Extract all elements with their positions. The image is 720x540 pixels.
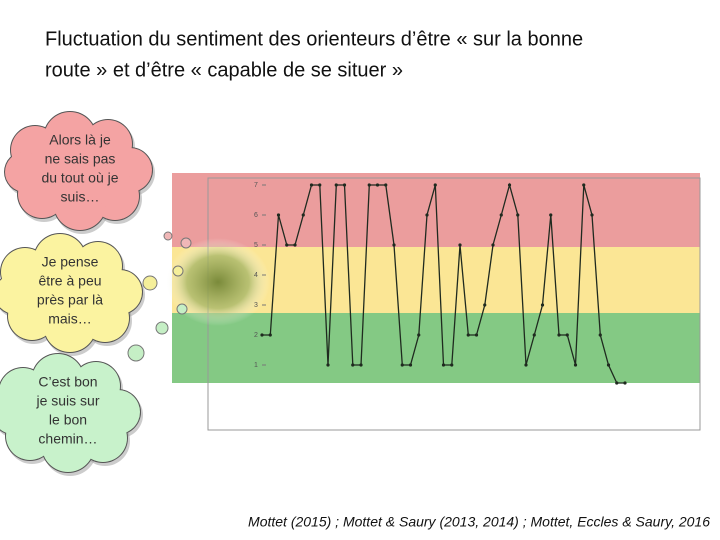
y-tick-label: 1 [254,362,258,369]
cloud-fill [0,274,35,314]
point [359,363,363,367]
point [450,363,454,367]
point [384,183,388,187]
point [441,363,446,367]
point [367,183,371,187]
point [540,303,545,307]
point [516,213,520,217]
bubble-text: le bon [49,412,87,428]
point [623,381,627,385]
bubble-text: C’est bon [38,374,97,390]
point [507,183,512,187]
point [532,333,536,337]
bubble-text: je suis sur [35,393,99,409]
dot [155,321,169,335]
green-band [172,313,700,383]
thought-bubble: Alors là je ne sais pas du tout où je suis… [4,111,155,234]
photo [166,238,270,326]
bubble-text: être à peu [38,273,101,289]
y-tick-label: 7 [254,182,258,189]
bubble-text: Je pense [42,254,99,270]
citation: Mottet (2015) ; Mottet & Saury (2013, 20… [248,514,710,530]
dot [142,275,158,291]
point [276,213,281,217]
title-line: Fluctuation du sentiment des orienteurs … [45,28,583,50]
y-tick-label: 6 [254,212,258,219]
point [565,333,569,337]
thought-bubble: C’est bon je suis sur le bon chemin… [0,353,143,476]
point [268,333,272,337]
dot [172,265,184,277]
point [285,243,289,247]
point [342,183,347,187]
point [524,363,528,367]
bubble-text: Alors là je [49,132,111,148]
point [483,303,487,307]
point [466,333,470,337]
point [375,183,380,187]
cloud-fill [30,252,110,332]
bubble-text: près par là [37,292,103,308]
y-tick-label: 5 [254,242,258,249]
bubble-text: mais… [48,311,92,327]
y-tick-label: 2 [254,332,258,339]
y-tick-label: 4 [254,272,258,279]
cloud-fill [5,152,45,192]
point [549,213,553,217]
bubble-text: du tout où je [41,170,118,186]
cloud-fill [28,372,108,452]
point [400,363,404,367]
point [433,183,437,187]
point [392,243,396,247]
point [425,213,429,217]
bubble-text: chemin… [38,431,97,447]
point [499,213,503,217]
bubble-text: suis… [61,189,100,205]
cloud-fill [40,130,120,210]
bubble-text: ne sais pas [45,151,116,167]
title-line: route » et d’être « capable de se situer… [45,59,403,81]
dot [127,344,145,362]
dot [180,237,192,249]
point [598,333,602,337]
dot [163,231,173,241]
point [260,333,264,337]
point [417,333,421,337]
thought-bubble: Je pense être à peu près par là mais… [0,233,145,356]
point [309,183,314,187]
point [458,243,462,247]
y-tick-label: 3 [254,302,258,309]
point [408,363,413,367]
point [491,243,495,247]
point [351,363,355,367]
point [326,363,330,367]
point [582,183,586,187]
point [334,183,338,187]
point [557,333,561,337]
point [474,333,479,337]
point [293,243,297,247]
point [606,363,611,367]
point [301,213,305,217]
dot [176,303,188,315]
point [615,381,619,385]
point [318,183,322,187]
point [573,363,578,367]
point [590,213,594,217]
cloud-fill [0,394,33,434]
